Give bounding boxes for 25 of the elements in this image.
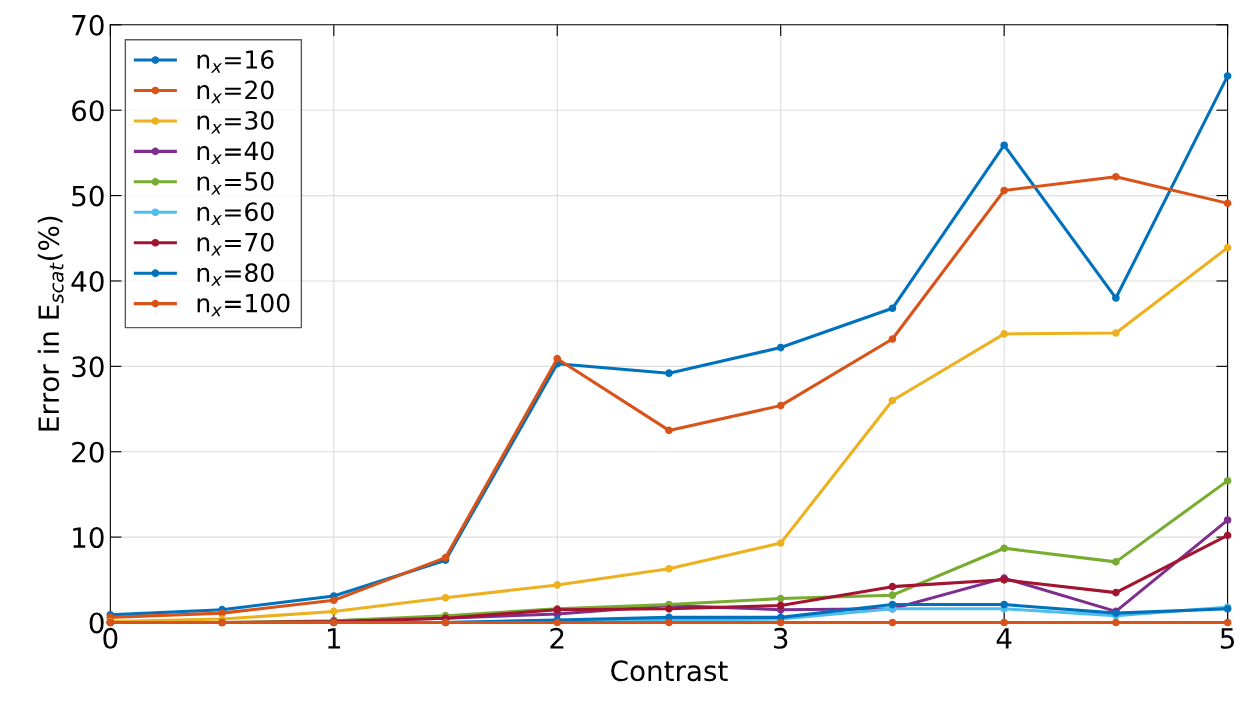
x-tick-label: 0 xyxy=(103,627,118,649)
legend-label: n$_{x}$=60 xyxy=(197,202,274,225)
y-tick-label: 40 xyxy=(71,270,104,292)
y-tick-label: 10 xyxy=(73,527,104,549)
y-axis-title: Error in E$_{scat}$(%) xyxy=(37,216,64,431)
x-tick-label: 1 xyxy=(328,628,341,649)
x-tick-label: 3 xyxy=(773,627,788,649)
legend-label: n$_{x}$=40 xyxy=(197,141,274,165)
x-tick-label: 2 xyxy=(550,627,564,649)
y-tick-label: 20 xyxy=(72,441,104,463)
legend-label: n$_{x}$=30 xyxy=(197,110,274,134)
legend-label: n$_{x}$=50 xyxy=(197,171,274,195)
y-tick-label: 50 xyxy=(72,185,104,207)
y-tick-label: 0 xyxy=(89,612,104,634)
x-tick-label: 5 xyxy=(1220,628,1235,649)
legend-label: n$_{x}$=70 xyxy=(197,232,274,256)
legend-label: n$_{x}$=20 xyxy=(197,80,274,104)
legend-label: n$_{x}$=80 xyxy=(197,263,274,286)
y-tick-label: 60 xyxy=(72,100,104,122)
legend-label: n$_{x}$=100 xyxy=(197,293,290,317)
legend-label: n$_{x}$=16 xyxy=(197,50,274,73)
y-tick-label: 30 xyxy=(72,356,104,378)
y-tick-label: 70 xyxy=(72,14,104,36)
x-axis-title: Contrast xyxy=(611,660,728,682)
x-tick-label: 4 xyxy=(996,628,1012,649)
